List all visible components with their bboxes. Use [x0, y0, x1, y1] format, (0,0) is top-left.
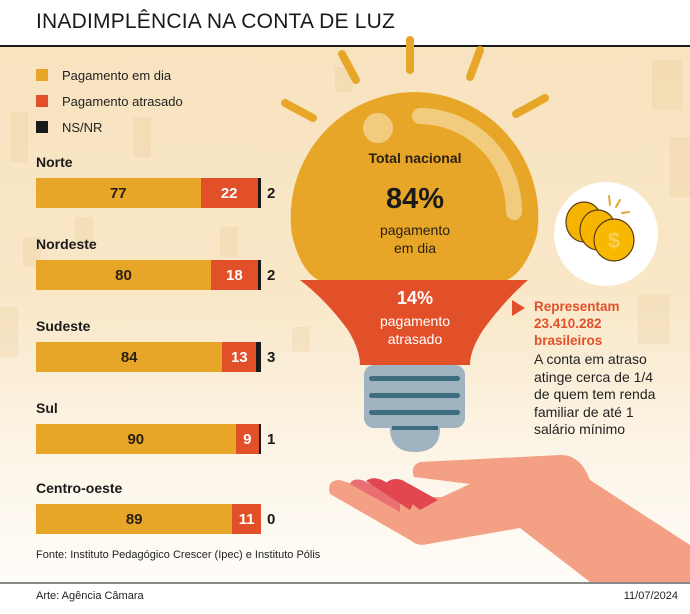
legend-label: Pagamento em dia [62, 67, 172, 83]
national-late-label-1: pagamento [379, 313, 451, 329]
callout-body-line: A conta em atraso [534, 351, 647, 367]
callout-heading-line: brasileiros [534, 333, 603, 348]
legend-item-on-time: Pagamento em dia [36, 62, 183, 88]
legend-label: Pagamento atrasado [62, 93, 183, 109]
region-name: Norte [36, 154, 73, 170]
footer-divider [0, 582, 690, 584]
bar-row: 90 9 1 [36, 424, 275, 454]
region-row: Sudeste 84 13 3 [36, 318, 275, 372]
legend-item-late: Pagamento atrasado [36, 88, 183, 114]
callout-body-line: salário mínimo [534, 421, 626, 437]
national-ontime-value: 84% [385, 183, 445, 215]
bar-segment-on-time: 77 [36, 178, 201, 208]
callout-heading-line: Representam [534, 299, 620, 314]
legend-swatch [36, 69, 48, 81]
callout-body-line: de quem tem renda [534, 386, 656, 402]
decor-block [75, 217, 93, 249]
callout-heading: Representam 23.410.282 brasileiros [534, 298, 690, 349]
bar-segment-late: 11 [232, 504, 261, 534]
national-ontime-label-1: pagamento [379, 222, 451, 238]
bar-segment-ns-nr [257, 260, 261, 290]
bar-row: 84 13 3 [36, 342, 275, 372]
region-row: Centro-oeste 89 11 0 [36, 480, 275, 534]
decor-block [220, 227, 238, 257]
bar-segment-late: 22 [200, 178, 258, 208]
decor-block [652, 60, 682, 110]
region-name: Nordeste [36, 236, 97, 252]
decor-block [292, 327, 310, 352]
decor-block [10, 112, 28, 162]
title-divider [0, 45, 690, 47]
callout-arrow-icon [512, 300, 525, 316]
region-row: Nordeste 80 18 2 [36, 236, 275, 290]
bar-segment-on-time: 84 [36, 342, 223, 372]
stacked-bar: 80 18 [36, 260, 261, 290]
bar-segment-late: 13 [222, 342, 257, 372]
stacked-bar: 89 11 [36, 504, 261, 534]
bar-row: 89 11 0 [36, 504, 275, 534]
bar-segment-ns-nr [256, 342, 261, 372]
source-note: Fonte: Instituto Pedagógico Crescer (Ipe… [36, 549, 321, 561]
stacked-bar: 77 22 [36, 178, 261, 208]
bar-segment-ns-nr [257, 178, 261, 208]
publish-date: 11/07/2024 [623, 590, 678, 602]
region-name: Sul [36, 400, 58, 416]
national-ontime-label-2: em dia [393, 240, 437, 256]
legend-label: NS/NR [62, 119, 103, 135]
legend: Pagamento em dia Pagamento atrasado NS/N… [36, 62, 183, 140]
decor-block [133, 117, 151, 157]
decor-block [670, 137, 690, 197]
decor-block [23, 237, 41, 267]
region-row: Norte 77 22 2 [36, 154, 275, 208]
bar-segment-on-time: 89 [36, 504, 233, 534]
art-credit: Arte: Agência Câmara [36, 590, 144, 602]
ns-nr-value-label: 3 [267, 348, 276, 366]
bar-segment-late: 9 [235, 424, 259, 454]
callout-body-line: atinge cerca de 1/4 [534, 368, 654, 385]
national-total-label: Total nacional [368, 150, 462, 166]
decor-block [638, 294, 670, 344]
legend-swatch [36, 95, 48, 107]
bar-row: 77 22 2 [36, 178, 275, 208]
stacked-bar: 90 9 [36, 424, 261, 454]
decor-block [335, 67, 353, 92]
page-title: INADIMPLÊNCIA NA CONTA DE LUZ [36, 10, 395, 33]
legend-item-ns-nr: NS/NR [36, 114, 183, 140]
bar-segment-on-time: 90 [36, 424, 236, 454]
bar-row: 80 18 2 [36, 260, 275, 290]
callout: Representam 23.410.282 brasileiros A con… [534, 298, 690, 439]
bar-segment-late: 18 [211, 260, 258, 290]
ns-nr-value-label: 0 [267, 510, 276, 528]
region-name: Centro-oeste [36, 480, 123, 496]
callout-body: A conta em atraso atinge cerca de 1/4 de… [534, 351, 690, 439]
region-name: Sudeste [36, 318, 91, 334]
region-row: Sul 90 9 1 [36, 400, 275, 454]
bar-segment-on-time: 80 [36, 260, 211, 290]
legend-swatch [36, 121, 48, 133]
ns-nr-value-label: 1 [267, 430, 276, 448]
ns-nr-value-label: 2 [267, 266, 276, 284]
national-late-value: 14% [396, 288, 434, 308]
ns-nr-value-label: 2 [267, 184, 276, 202]
callout-heading-line: 23.410.282 [534, 316, 602, 331]
bar-segment-ns-nr [258, 424, 261, 454]
stacked-bar: 84 13 [36, 342, 261, 372]
callout-body-line: familiar de até 1 [534, 403, 634, 420]
national-late-label-2: atrasado [387, 331, 443, 347]
decor-block [0, 307, 18, 357]
